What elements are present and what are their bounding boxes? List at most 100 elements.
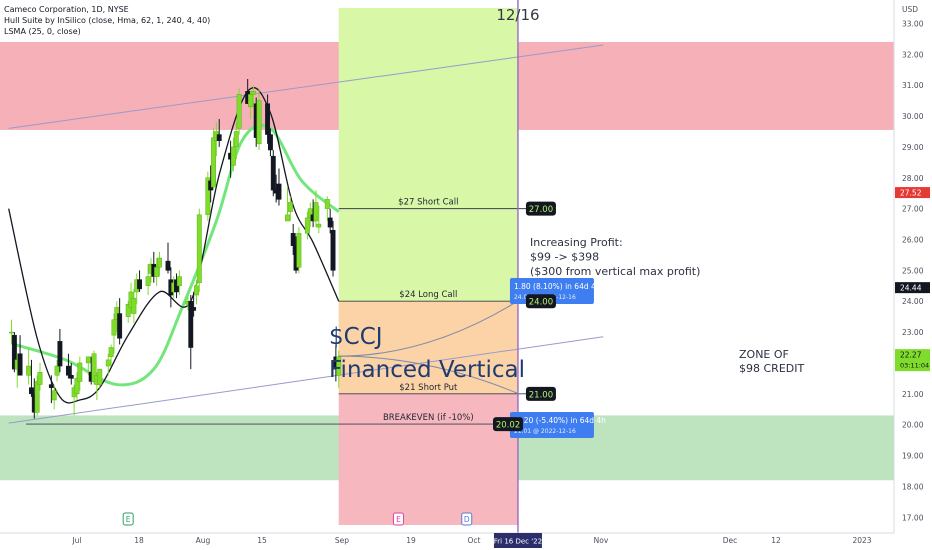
candle[interactable] bbox=[105, 353, 111, 376]
candle[interactable] bbox=[267, 128, 273, 157]
candle[interactable] bbox=[194, 279, 199, 305]
plot-area[interactable]: $27 Short Call $24 Long Call $21 Short Put… bbox=[0, 0, 894, 533]
candle[interactable] bbox=[211, 128, 216, 191]
candle[interactable] bbox=[91, 350, 97, 385]
candle[interactable] bbox=[324, 196, 330, 221]
x-axis-date-badge-text: Fri 16 Dec '22 bbox=[494, 538, 542, 546]
candle-body bbox=[330, 229, 336, 271]
candle[interactable] bbox=[54, 359, 60, 382]
candle[interactable] bbox=[230, 137, 236, 172]
candle[interactable] bbox=[250, 85, 256, 107]
candle[interactable] bbox=[37, 362, 43, 391]
candle[interactable] bbox=[290, 224, 296, 255]
candle[interactable] bbox=[85, 356, 91, 376]
y-tick-label: 27.00 bbox=[902, 205, 924, 214]
event-marker[interactable]: E bbox=[392, 512, 404, 526]
event-marker[interactable]: D bbox=[461, 512, 473, 526]
candle-body bbox=[11, 334, 17, 370]
candle[interactable] bbox=[77, 356, 83, 391]
legend-lsma[interactable]: LSMA (25, 0, close) bbox=[4, 27, 81, 36]
candle[interactable] bbox=[26, 347, 32, 385]
candle[interactable] bbox=[29, 359, 34, 397]
candle[interactable] bbox=[11, 332, 17, 373]
candle[interactable] bbox=[287, 196, 293, 221]
candle[interactable] bbox=[74, 372, 80, 400]
candle[interactable] bbox=[196, 208, 202, 292]
trendline-1[interactable] bbox=[8, 44, 604, 129]
candle[interactable] bbox=[57, 329, 63, 373]
candle-body bbox=[97, 368, 103, 385]
candle[interactable] bbox=[336, 350, 342, 388]
date-marker-label: 12/16 bbox=[496, 6, 539, 24]
candle[interactable] bbox=[165, 242, 171, 274]
candle[interactable] bbox=[307, 202, 313, 228]
event-marker-letter: E bbox=[396, 515, 401, 524]
candle[interactable] bbox=[236, 88, 242, 135]
candle[interactable] bbox=[157, 251, 162, 277]
candle[interactable] bbox=[34, 375, 40, 416]
projection-curve-2[interactable] bbox=[338, 355, 519, 394]
candle-body bbox=[176, 276, 182, 287]
candle[interactable] bbox=[17, 335, 23, 376]
candle[interactable] bbox=[270, 149, 276, 197]
y-tick-label: 33.00 bbox=[902, 19, 924, 28]
candle-body bbox=[125, 304, 131, 317]
candle-body bbox=[267, 134, 273, 151]
candle-body bbox=[68, 375, 74, 379]
candle[interactable] bbox=[233, 122, 239, 160]
lsma-line[interactable] bbox=[8, 87, 340, 404]
candle[interactable] bbox=[117, 298, 123, 345]
candle[interactable] bbox=[265, 94, 271, 144]
candle[interactable] bbox=[9, 319, 14, 345]
candle[interactable] bbox=[108, 344, 114, 367]
candle[interactable] bbox=[125, 301, 131, 323]
candle-body bbox=[248, 94, 253, 108]
candle[interactable] bbox=[51, 384, 57, 410]
candle[interactable] bbox=[68, 362, 74, 385]
candle[interactable] bbox=[131, 288, 137, 323]
candle[interactable] bbox=[276, 168, 282, 206]
candle[interactable] bbox=[154, 258, 160, 286]
candle[interactable] bbox=[176, 270, 182, 296]
x-tick-label: 19 bbox=[406, 536, 416, 545]
candle[interactable] bbox=[145, 264, 151, 296]
candle[interactable] bbox=[111, 313, 117, 354]
candle-body bbox=[51, 390, 57, 401]
candle[interactable] bbox=[188, 295, 194, 370]
trendline-2[interactable] bbox=[8, 336, 604, 424]
level-label: $21 Short Put bbox=[399, 383, 458, 393]
event-marker[interactable]: E bbox=[122, 512, 134, 526]
candle[interactable] bbox=[48, 375, 54, 404]
candle[interactable] bbox=[327, 208, 333, 234]
candle[interactable] bbox=[256, 88, 262, 150]
projection-tooltip-2[interactable]: -1.20 (-5.40%) in 64d 4h 21.01 @ 2022-12-… bbox=[509, 412, 606, 438]
candle[interactable] bbox=[97, 368, 103, 388]
candle[interactable] bbox=[65, 353, 71, 379]
candle[interactable] bbox=[304, 211, 310, 240]
y-tick-label: 30.00 bbox=[902, 112, 924, 121]
event-marker-letter: D bbox=[464, 515, 470, 524]
hull-suite-line[interactable] bbox=[13, 123, 340, 387]
y-tick-label: 18.00 bbox=[902, 482, 924, 491]
candle-body bbox=[336, 356, 342, 376]
projection-change: 1.80 (8.10%) in 64d 4h bbox=[514, 282, 601, 291]
y-tick-label: 17.00 bbox=[902, 513, 924, 522]
legend-hull-suite[interactable]: Hull Suite by InSilico (close, Hma, 62, … bbox=[4, 16, 211, 25]
candle[interactable] bbox=[296, 227, 302, 274]
projection-curve-1[interactable] bbox=[338, 300, 519, 357]
legend-symbol[interactable]: Cameco Corporation, 1D, NYSE bbox=[4, 5, 129, 14]
candle[interactable] bbox=[191, 291, 197, 317]
event-marker-letter: E bbox=[126, 515, 131, 524]
candle[interactable] bbox=[216, 119, 222, 147]
candle[interactable] bbox=[248, 91, 253, 120]
candle-body bbox=[77, 362, 83, 382]
candle[interactable] bbox=[285, 187, 290, 222]
candle[interactable] bbox=[137, 270, 143, 292]
candle[interactable] bbox=[316, 205, 322, 234]
candle-body bbox=[85, 356, 91, 364]
candle[interactable] bbox=[330, 220, 336, 277]
candle[interactable] bbox=[313, 190, 319, 228]
candle[interactable] bbox=[205, 171, 211, 221]
y-tick-label: 31.00 bbox=[902, 81, 924, 90]
